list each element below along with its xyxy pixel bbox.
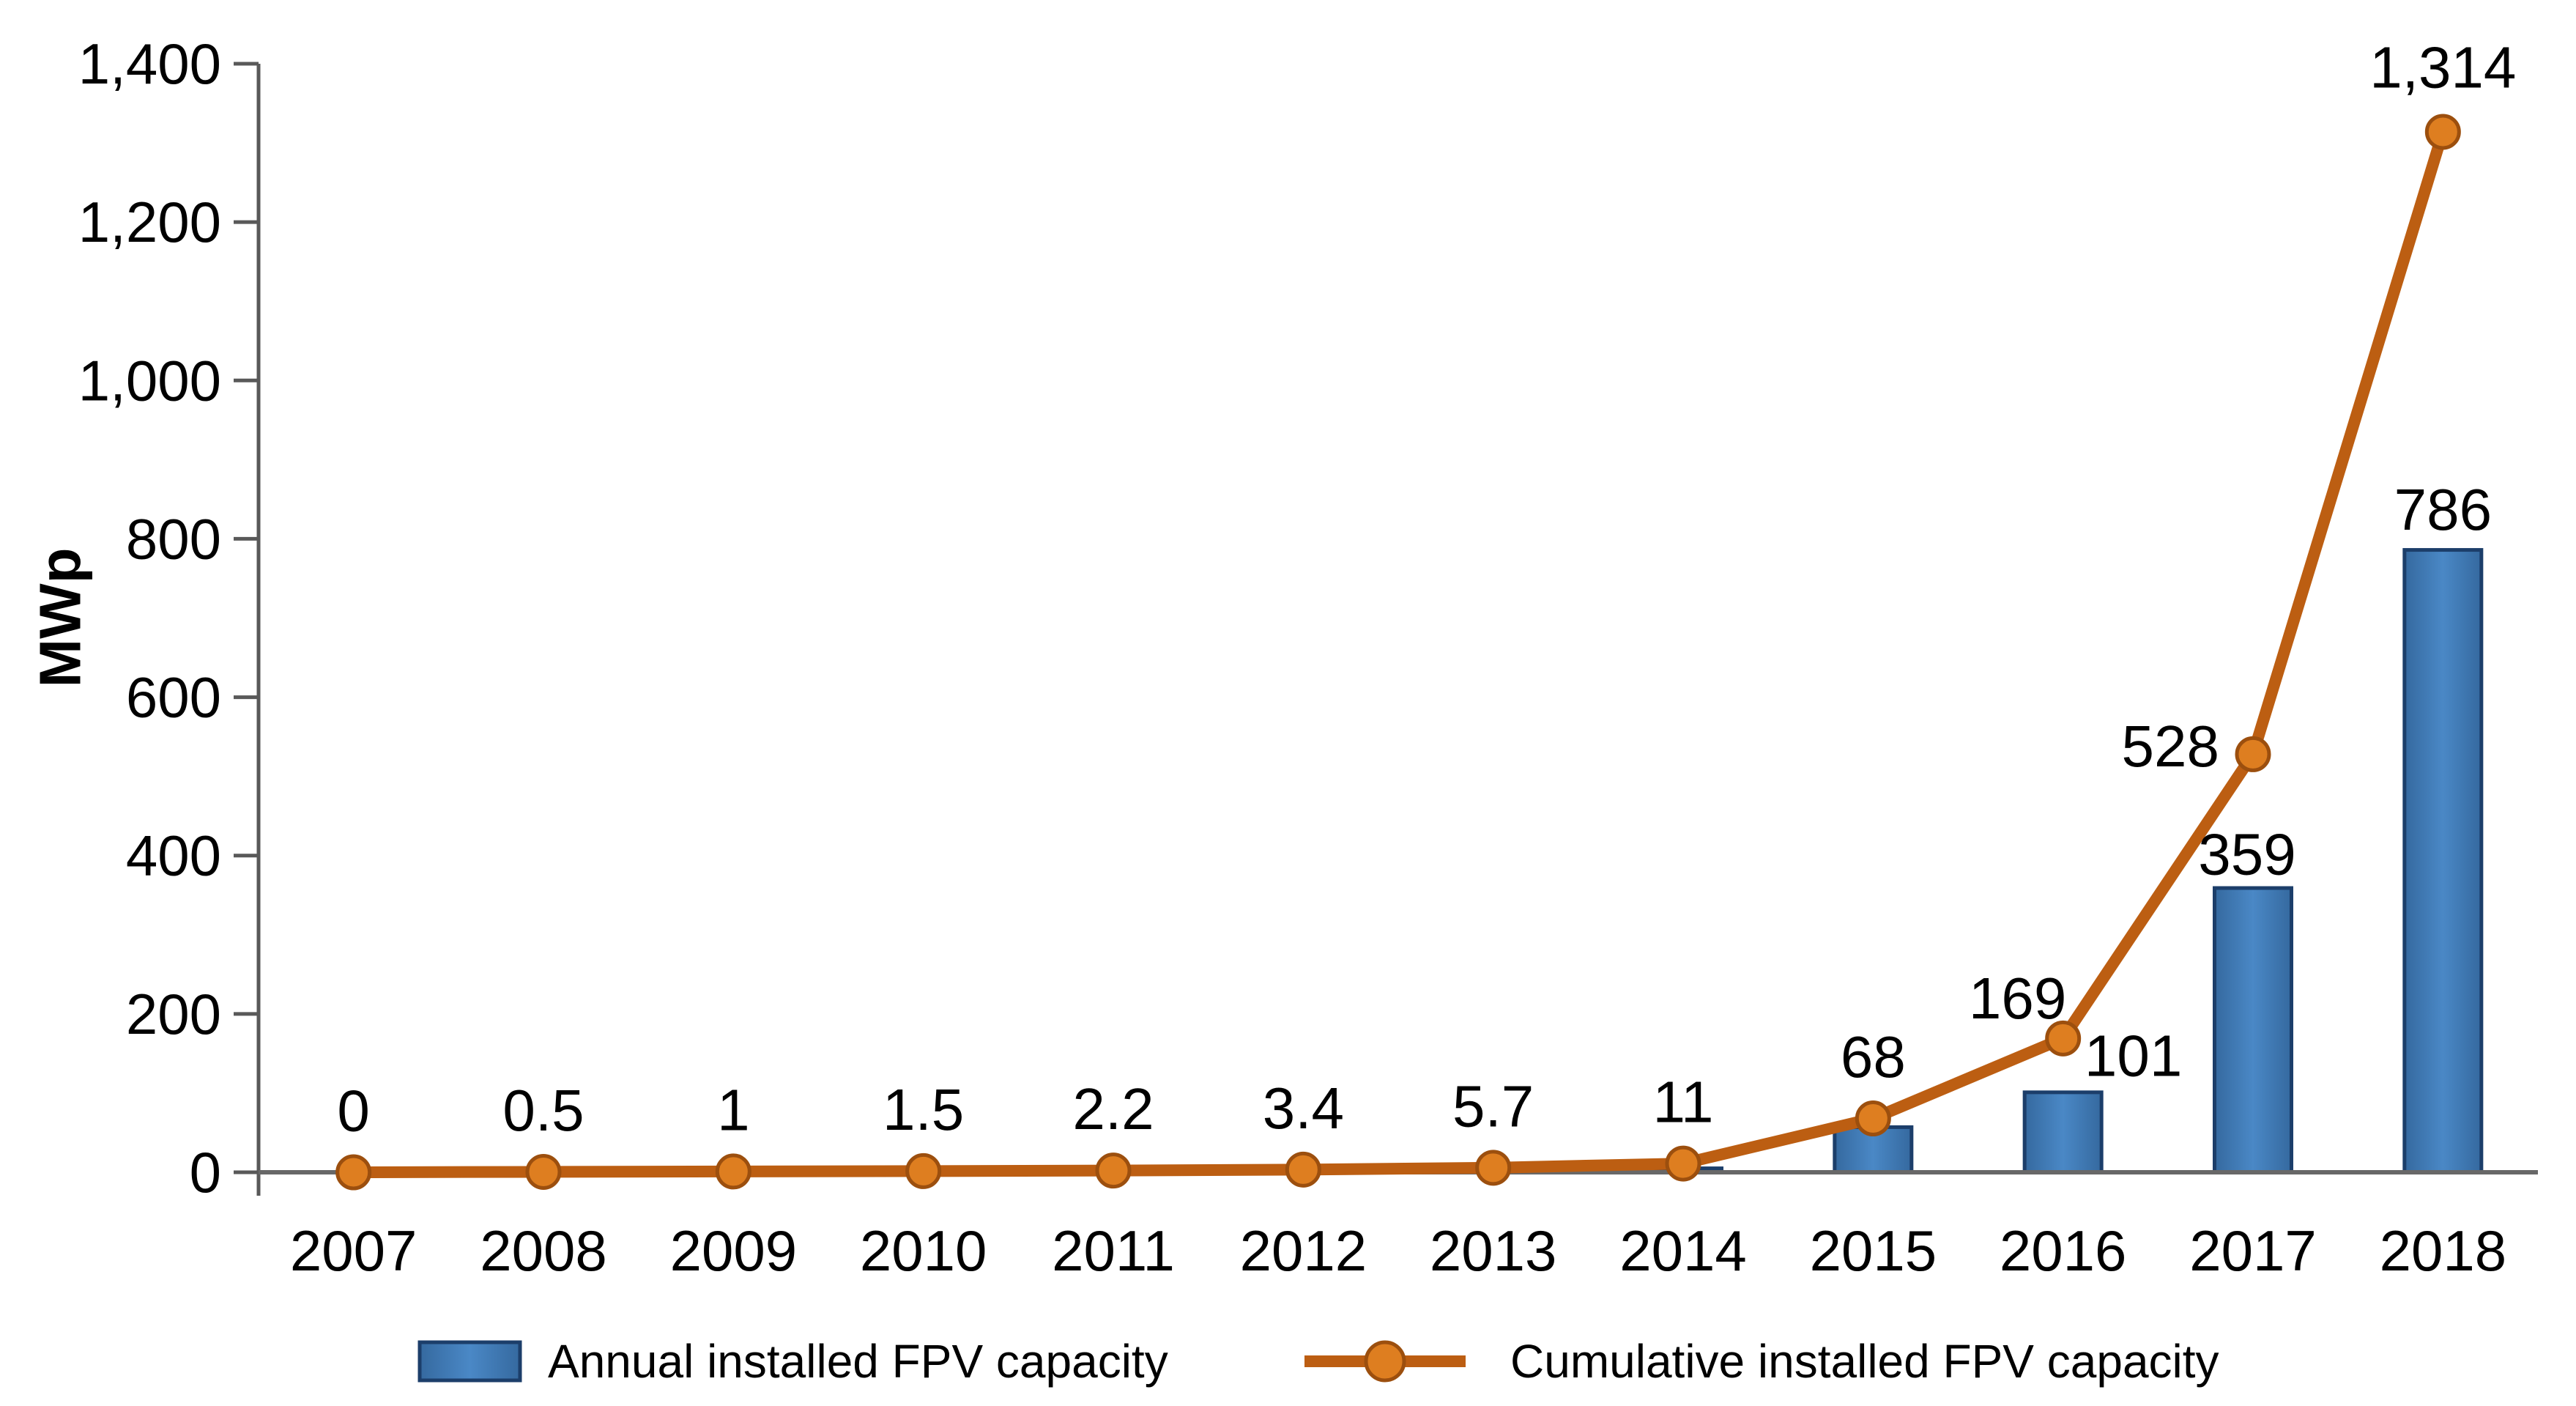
y-tick-label: 0 xyxy=(190,1140,221,1205)
y-tick-label: 200 xyxy=(126,982,221,1046)
x-label-2012: 2012 xyxy=(1240,1218,1367,1283)
line-label-2008: 0.5 xyxy=(502,1078,584,1143)
line-marker-2011 xyxy=(1095,1152,1132,1189)
legend-marker-icon xyxy=(1364,1340,1406,1383)
legend-label-annual: Annual installed FPV capacity xyxy=(548,1335,1168,1388)
legend-bar-swatch-icon xyxy=(417,1340,522,1383)
x-label-2010: 2010 xyxy=(860,1218,987,1283)
line-marker-2014 xyxy=(1665,1145,1701,1182)
line-marker-2018 xyxy=(2424,114,2461,150)
line-label-2010: 1.5 xyxy=(883,1077,964,1142)
line-marker-2015 xyxy=(1855,1100,1891,1137)
x-label-2007: 2007 xyxy=(290,1218,417,1283)
line-series-layer xyxy=(335,114,2461,1191)
bar-label-2016: 101 xyxy=(2085,1023,2182,1088)
x-label-2009: 2009 xyxy=(670,1218,798,1283)
y-tick-label: 1,200 xyxy=(78,190,221,254)
bar-label-2017: 359 xyxy=(2198,822,2295,887)
line-label-2012: 3.4 xyxy=(1263,1076,1344,1141)
x-label-2018: 2018 xyxy=(2380,1218,2507,1283)
line-marker-2010 xyxy=(905,1152,942,1189)
legend: Annual installed FPV capacity Cumulative … xyxy=(417,1335,2219,1388)
axes-layer: 0 200 400 600 800 1,000 1,200 1,400 MWp 2007 2008 2… xyxy=(28,32,2507,1283)
line-label-2011: 2.2 xyxy=(1072,1076,1154,1142)
y-tick-label: 400 xyxy=(126,824,221,888)
line-label-2017: 528 xyxy=(2122,714,2219,779)
line-marker-2012 xyxy=(1285,1151,1321,1188)
y-tick-label: 600 xyxy=(126,665,221,730)
line-marker-2013 xyxy=(1475,1150,1512,1186)
line-marker-2017 xyxy=(2235,736,2271,772)
x-label-2016: 2016 xyxy=(2000,1218,2127,1283)
data-labels-layer: 0 0.5 1 1.5 2.2 3.4 5.7 11 68 169 528 1,314 101 359 78… xyxy=(337,34,2516,1143)
bar-2017 xyxy=(2213,886,2293,1174)
line-marker-2008 xyxy=(525,1153,562,1190)
y-tick-label: 1,000 xyxy=(78,348,221,412)
line-marker-2009 xyxy=(715,1153,751,1190)
line-label-2014: 11 xyxy=(1652,1070,1713,1135)
y-tick-label: 800 xyxy=(126,506,221,571)
bar-2018 xyxy=(2402,548,2484,1174)
line-label-2013: 5.7 xyxy=(1452,1073,1534,1139)
line-label-2016: 169 xyxy=(1969,966,2066,1031)
cumulative-line xyxy=(347,125,2449,1178)
line-label-2009: 1 xyxy=(717,1077,750,1142)
line-marker-2007 xyxy=(335,1154,372,1191)
bar-2016 xyxy=(2022,1090,2104,1174)
y-axis-title: MWp xyxy=(28,547,93,687)
bar-label-2018: 786 xyxy=(2394,477,2492,542)
x-label-2017: 2017 xyxy=(2189,1218,2317,1283)
line-marker-2016 xyxy=(2045,1020,2082,1057)
x-label-2013: 2013 xyxy=(1430,1218,1557,1283)
x-label-2015: 2015 xyxy=(1810,1218,1937,1283)
line-label-2007: 0 xyxy=(337,1078,370,1144)
legend-label-cumulative: Cumulative installed FPV capacity xyxy=(1510,1335,2219,1388)
x-label-2011: 2011 xyxy=(1052,1218,1175,1283)
line-label-2015: 68 xyxy=(1841,1024,1906,1089)
y-tick-label: 1,400 xyxy=(78,32,221,96)
line-label-2018: 1,314 xyxy=(2369,34,2516,100)
x-label-2014: 2014 xyxy=(1619,1218,1747,1283)
x-label-2008: 2008 xyxy=(480,1218,607,1283)
bar-series-layer xyxy=(1643,548,2484,1174)
